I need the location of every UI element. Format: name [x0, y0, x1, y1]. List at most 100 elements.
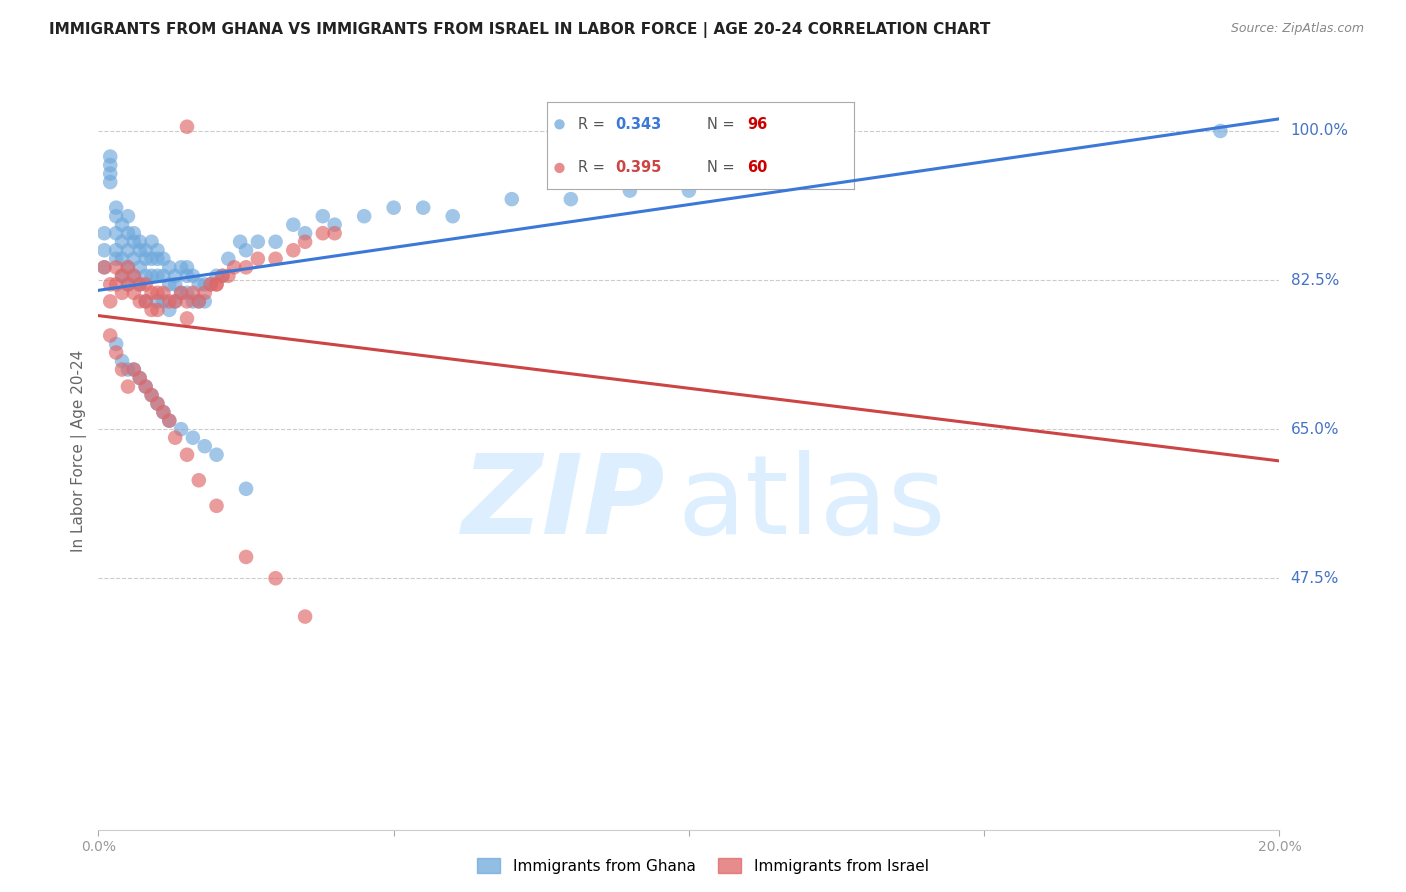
Point [128, 277, 150, 292]
Point [235, 549, 257, 564]
Point [128, 244, 150, 258]
Point [205, 499, 228, 513]
Point [294, 235, 316, 249]
Text: 82.5%: 82.5% [1291, 273, 1339, 287]
Point [146, 268, 169, 283]
Point [117, 277, 139, 292]
Point [117, 260, 139, 275]
Point [412, 201, 434, 215]
Point [122, 362, 145, 376]
Point [146, 396, 169, 410]
Point [312, 226, 335, 240]
Point [170, 285, 193, 300]
Point [176, 311, 198, 326]
Point [135, 244, 157, 258]
Point [98, 328, 121, 343]
Point [117, 209, 139, 223]
Point [187, 277, 209, 292]
Point [135, 379, 157, 393]
Point [181, 268, 204, 283]
Point [224, 260, 246, 275]
Point [111, 235, 134, 249]
Point [141, 388, 163, 402]
Point [105, 345, 128, 359]
Point [560, 192, 582, 206]
Point [98, 175, 121, 189]
Point [111, 268, 134, 283]
Point [211, 268, 233, 283]
Legend: Immigrants from Ghana, Immigrants from Israel: Immigrants from Ghana, Immigrants from I… [471, 852, 935, 880]
Point [176, 448, 198, 462]
Point [122, 268, 145, 283]
Point [205, 448, 228, 462]
Point [111, 218, 134, 232]
Point [111, 268, 134, 283]
Point [187, 473, 209, 487]
Point [176, 120, 198, 134]
Point [117, 379, 139, 393]
Point [264, 571, 287, 585]
Point [152, 252, 174, 266]
Point [217, 268, 239, 283]
Point [146, 396, 169, 410]
Point [157, 414, 180, 428]
Text: ZIP: ZIP [461, 450, 665, 557]
Text: 65.0%: 65.0% [1291, 422, 1339, 437]
Point [165, 277, 187, 292]
Point [128, 277, 150, 292]
Point [93, 244, 115, 258]
Point [98, 158, 121, 172]
Point [181, 294, 204, 309]
Text: atlas: atlas [678, 450, 946, 557]
Point [135, 294, 157, 309]
Point [105, 277, 128, 292]
Point [141, 252, 163, 266]
Point [294, 226, 316, 240]
Point [117, 277, 139, 292]
Point [205, 277, 228, 292]
Point [141, 302, 163, 317]
Text: 47.5%: 47.5% [1291, 571, 1339, 586]
Point [146, 244, 169, 258]
Point [283, 218, 305, 232]
Point [211, 268, 233, 283]
Point [146, 294, 169, 309]
Point [157, 277, 180, 292]
Point [117, 260, 139, 275]
Point [235, 260, 257, 275]
Point [200, 277, 222, 292]
Point [176, 260, 198, 275]
Point [98, 167, 121, 181]
Point [105, 244, 128, 258]
Point [501, 192, 523, 206]
Point [117, 362, 139, 376]
Point [146, 252, 169, 266]
Point [157, 414, 180, 428]
Point [187, 294, 209, 309]
Point [246, 252, 269, 266]
Point [165, 431, 187, 445]
Point [122, 226, 145, 240]
Point [157, 302, 180, 317]
Point [105, 260, 128, 275]
Point [619, 184, 641, 198]
Point [181, 285, 204, 300]
Point [111, 362, 134, 376]
Point [312, 209, 335, 223]
Point [105, 209, 128, 223]
Point [122, 362, 145, 376]
Point [235, 244, 257, 258]
Point [105, 226, 128, 240]
Point [117, 244, 139, 258]
Point [122, 252, 145, 266]
Point [128, 371, 150, 385]
Point [152, 405, 174, 419]
Point [141, 285, 163, 300]
Point [283, 244, 305, 258]
Point [128, 260, 150, 275]
Point [105, 337, 128, 351]
Point [323, 226, 346, 240]
Point [122, 285, 145, 300]
Point [141, 235, 163, 249]
Point [294, 609, 316, 624]
